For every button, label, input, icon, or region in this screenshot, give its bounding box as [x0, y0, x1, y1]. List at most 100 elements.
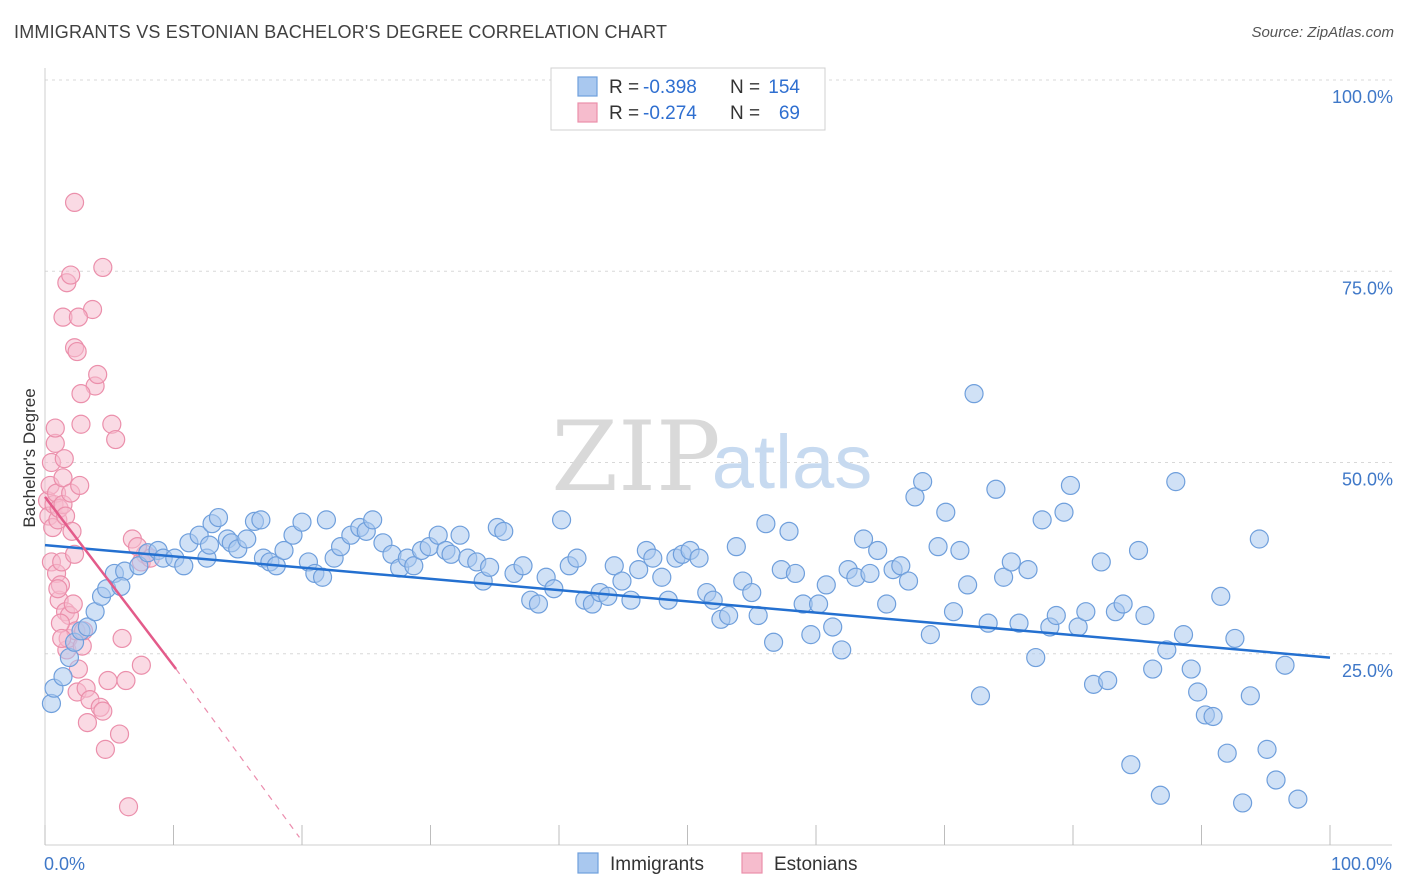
- immigrants-point: [742, 582, 762, 603]
- immigrants-point: [77, 617, 98, 637]
- immigrants-point: [823, 617, 843, 637]
- estonians-point: [48, 579, 68, 599]
- estonians-point: [131, 655, 151, 675]
- immigrants-point: [1157, 640, 1177, 660]
- immigrants-point: [1266, 770, 1286, 790]
- immigrants-point: [703, 590, 723, 610]
- immigrants-point: [689, 548, 709, 568]
- immigrants-point: [808, 594, 829, 614]
- immigrants-point: [1121, 755, 1141, 775]
- estonians-point: [71, 384, 91, 404]
- immigrants-point: [763, 632, 784, 652]
- estonians-point: [68, 307, 89, 327]
- immigrants-point: [1173, 625, 1194, 645]
- immigrants-point: [1203, 706, 1223, 727]
- immigrants-point: [480, 557, 500, 577]
- immigrants-point: [905, 487, 925, 507]
- estonians-point: [93, 701, 113, 721]
- immigrants-point: [1233, 793, 1253, 813]
- bottom-legend-label-immigrants: Immigrants: [610, 854, 704, 875]
- immigrants-point: [970, 686, 991, 706]
- estonians-point: [118, 797, 139, 817]
- immigrants-point: [1225, 628, 1245, 649]
- immigrants-point: [1054, 502, 1074, 522]
- immigrants-point: [316, 510, 337, 530]
- immigrants-point: [1188, 682, 1208, 702]
- immigrants-point: [1128, 540, 1149, 561]
- immigrants-point: [1211, 586, 1231, 606]
- estonians-point: [116, 670, 136, 691]
- immigrants-points: [41, 384, 1308, 813]
- estonians-point: [77, 712, 98, 733]
- immigrants-point: [237, 529, 257, 549]
- x-tick-label-max: 100.0%: [1331, 854, 1392, 874]
- estonians-trend-extension: [175, 668, 300, 838]
- legend-r-label-estonians: R =: [609, 103, 639, 124]
- immigrants-point: [629, 559, 649, 580]
- immigrants-point: [428, 525, 448, 545]
- chart-title: IMMIGRANTS VS ESTONIAN BACHELOR'S DEGREE…: [14, 22, 668, 42]
- immigrants-point: [441, 544, 461, 564]
- immigrants-point: [1060, 475, 1081, 496]
- immigrants-point: [53, 667, 73, 687]
- immigrants-point: [719, 605, 739, 626]
- immigrants-point: [292, 512, 312, 532]
- immigrants-point: [174, 556, 194, 576]
- y-tick-label: 50.0%: [1342, 470, 1393, 490]
- immigrants-point: [612, 571, 632, 591]
- estonians-point: [67, 341, 87, 362]
- immigrants-point: [450, 525, 470, 545]
- immigrants-point: [1257, 739, 1277, 759]
- immigrants-point: [208, 507, 229, 528]
- immigrants-point: [726, 537, 746, 557]
- immigrants-point: [877, 594, 897, 614]
- legend-swatch-immigrants: [577, 76, 598, 97]
- legend-r-value-estonians: -0.274: [643, 103, 697, 124]
- estonians-point: [45, 418, 65, 438]
- immigrants-point: [643, 548, 663, 568]
- y-tick-labels: 25.0% 50.0% 75.0% 100.0%: [1332, 87, 1393, 681]
- immigrants-point: [1150, 785, 1170, 805]
- estonians-points: [37, 192, 160, 817]
- immigrants-point: [363, 510, 383, 530]
- estonians-point: [61, 265, 81, 285]
- immigrants-point: [913, 472, 933, 492]
- immigrants-point: [621, 590, 641, 610]
- immigrants-point: [513, 556, 533, 576]
- immigrants-point: [1026, 647, 1046, 668]
- immigrants-point: [283, 525, 303, 545]
- immigrants-point: [756, 514, 776, 534]
- immigrants-point: [1113, 594, 1133, 614]
- immigrants-point: [652, 567, 672, 587]
- estonians-point: [64, 544, 85, 564]
- estonians-point: [109, 724, 130, 744]
- estonians-point: [98, 670, 118, 691]
- immigrants-point: [1181, 659, 1201, 679]
- immigrants-point: [920, 625, 940, 645]
- estonians-point: [63, 594, 83, 614]
- immigrants-point: [986, 479, 1006, 499]
- immigrants-point: [853, 529, 874, 549]
- immigrants-point: [994, 567, 1014, 587]
- immigrants-point: [1217, 743, 1237, 763]
- immigrants-point: [551, 510, 572, 530]
- estonians-point: [53, 468, 73, 488]
- estonians-point: [64, 192, 85, 212]
- legend-r-value-immigrants: -0.398: [643, 77, 697, 98]
- y-axis-title: Bachelor's Degree: [20, 388, 39, 527]
- estonians-point: [70, 475, 90, 496]
- estonians-trend-line: [44, 496, 178, 670]
- immigrants-point: [528, 594, 549, 614]
- immigrants-point: [604, 556, 624, 576]
- estonians-point: [93, 257, 113, 278]
- immigrants-point: [868, 540, 888, 561]
- immigrants-point: [1018, 559, 1038, 580]
- immigrants-point: [1135, 605, 1155, 626]
- immigrants-point: [251, 510, 271, 530]
- legend-n-label-immigrants: N =: [730, 77, 760, 98]
- legend-r-label-immigrants: R =: [609, 77, 639, 98]
- immigrants-point: [801, 625, 821, 645]
- immigrants-point: [943, 602, 964, 622]
- immigrants-trend-line: [44, 543, 1331, 659]
- immigrants-point: [1046, 605, 1066, 626]
